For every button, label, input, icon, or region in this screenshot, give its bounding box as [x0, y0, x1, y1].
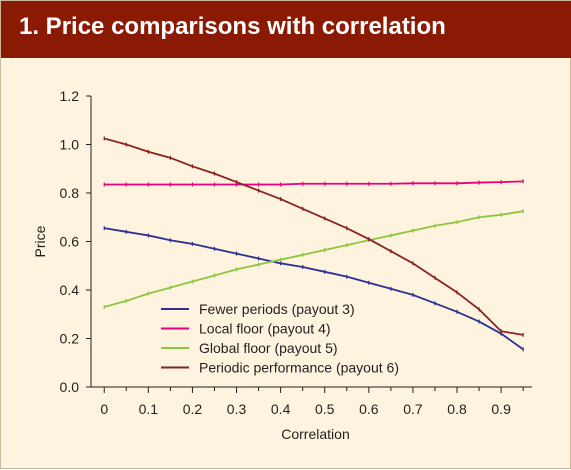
- y-tick-label: 0.8: [60, 185, 80, 201]
- x-tick-label: 0.7: [403, 401, 423, 417]
- legend-label: Global floor (payout 5): [199, 340, 338, 356]
- x-tick-label: 0.8: [447, 401, 467, 417]
- legend-label: Fewer periods (payout 3): [199, 301, 355, 317]
- legend-label: Periodic performance (payout 6): [199, 360, 399, 376]
- series-line-5: [103, 210, 524, 308]
- y-axis-title: Price: [32, 225, 48, 257]
- chart-title: 1. Price comparisons with correlation: [19, 13, 446, 40]
- x-tick-label: 0.5: [315, 401, 335, 417]
- y-tick-label: 0.6: [60, 234, 80, 250]
- y-tick-label: 0.0: [60, 379, 80, 395]
- series-line-3: [104, 227, 524, 351]
- y-tick-label: 1.0: [60, 137, 80, 153]
- x-tick-label: 0.9: [491, 401, 511, 417]
- series-line-4: [104, 180, 524, 186]
- legend-label: Local floor (payout 4): [199, 321, 331, 337]
- x-tick-label: 0.2: [183, 401, 203, 417]
- x-tick-label: 0.3: [227, 401, 247, 417]
- y-tick-label: 1.2: [60, 88, 80, 104]
- x-tick-label: 0: [100, 401, 108, 417]
- y-tick-label: 0.2: [60, 331, 80, 347]
- title-bar: 1. Price comparisons with correlation: [1, 1, 571, 58]
- x-tick-label: 0.4: [271, 401, 291, 417]
- x-axis-title: Correlation: [281, 426, 349, 442]
- x-tick-label: 0.1: [139, 401, 159, 417]
- series-line-6: [103, 137, 524, 336]
- x-tick-label: 0.6: [359, 401, 379, 417]
- y-tick-label: 0.4: [60, 282, 80, 298]
